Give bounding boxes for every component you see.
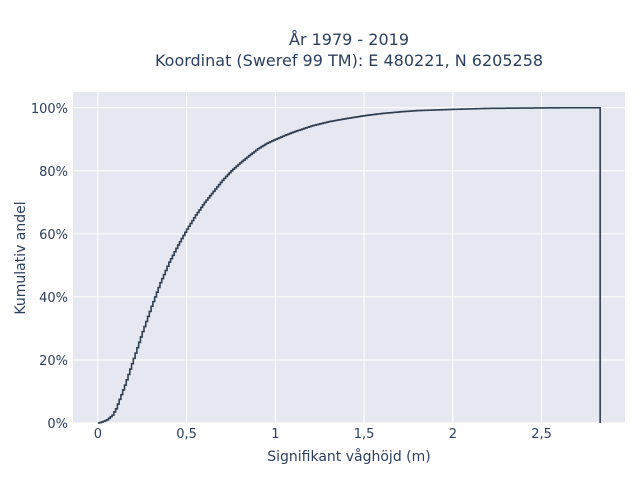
plot-background bbox=[73, 92, 625, 423]
x-tick-labels: 0 0,5 1 1,5 2 2,5 bbox=[94, 427, 552, 442]
y-tick-label: 0% bbox=[47, 417, 68, 432]
cdf-series-line bbox=[97, 106, 601, 424]
y-axis-title: Kumulativ andel bbox=[13, 201, 29, 314]
y-tick-labels: 0% 20% 40% 60% 80% 100% bbox=[31, 102, 68, 432]
series-layer bbox=[97, 106, 601, 424]
chart-title-line-2: Koordinat (Sweref 99 TM): E 480221, N 62… bbox=[155, 51, 543, 70]
x-axis-title: Signifikant våghöjd (m) bbox=[267, 448, 430, 465]
x-tick-label: 0 bbox=[94, 427, 102, 442]
x-tick-label: 2 bbox=[449, 427, 457, 442]
x-tick-label: 1,5 bbox=[354, 427, 375, 442]
y-tick-label: 60% bbox=[39, 228, 68, 243]
y-tick-label: 40% bbox=[39, 291, 68, 306]
x-tick-label: 1 bbox=[271, 427, 279, 442]
grid bbox=[73, 92, 625, 424]
y-tick-label: 100% bbox=[31, 102, 68, 117]
x-tick-label: 2,5 bbox=[531, 427, 552, 442]
x-tick-label: 0,5 bbox=[176, 427, 197, 442]
y-tick-label: 80% bbox=[39, 165, 68, 180]
y-tick-label: 20% bbox=[39, 354, 68, 369]
chart-title-line-1: År 1979 - 2019 bbox=[289, 30, 409, 49]
